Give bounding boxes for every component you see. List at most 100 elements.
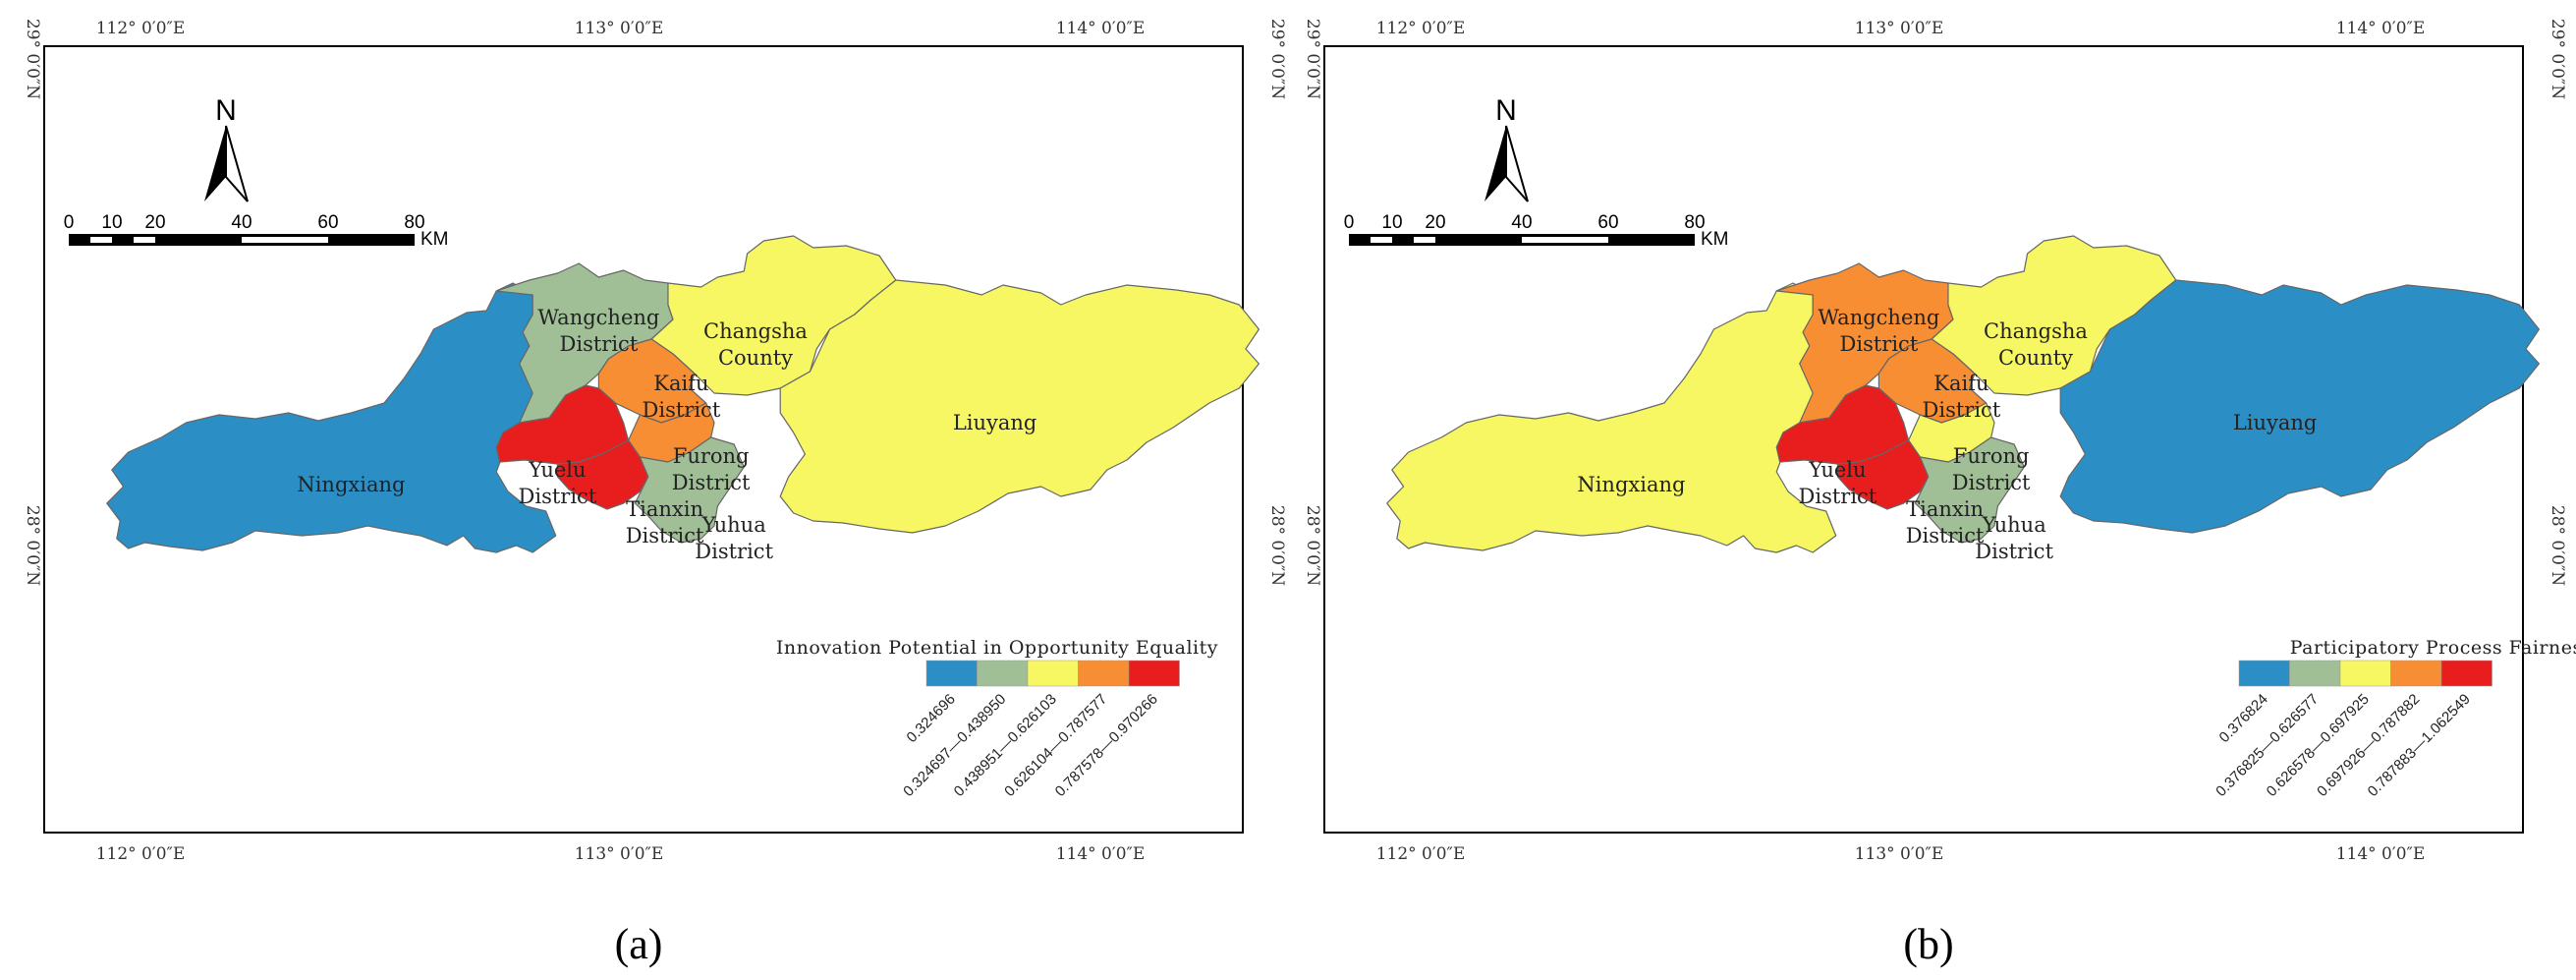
district-label-kaifu: Kaifu bbox=[653, 372, 708, 395]
longitude-label-top: 114° 0′0″E bbox=[1056, 19, 1146, 38]
legend-swatch bbox=[1027, 660, 1079, 687]
district-layer bbox=[1387, 236, 2540, 552]
district-liuyang bbox=[2060, 280, 2539, 533]
map-frame bbox=[43, 45, 1244, 834]
legend: Participatory Process Fairness0.3768240.… bbox=[2212, 637, 2576, 800]
scale-tick-label: 60 bbox=[1597, 212, 1618, 233]
district-label-changsha: Changsha bbox=[1984, 319, 2088, 343]
district-label-yuhua: District bbox=[1975, 540, 2053, 563]
district-label-kaifu: Kaifu bbox=[1933, 372, 1988, 395]
north-arrow-left bbox=[1484, 126, 1506, 202]
district-label-wangcheng: District bbox=[1840, 332, 1919, 356]
district-label-furong: Furong bbox=[1953, 444, 2030, 468]
latitude-label-right: 29° 0′0″N bbox=[2548, 19, 2567, 99]
legend-title: Innovation Potential in Opportunity Equa… bbox=[776, 637, 1218, 659]
district-label-yuhua: District bbox=[695, 540, 773, 563]
scale-tick-label: 10 bbox=[1381, 212, 1402, 233]
north-arrow-right bbox=[1505, 125, 1529, 202]
district-label-wangcheng: District bbox=[560, 332, 639, 356]
legend-swatch bbox=[2390, 660, 2442, 687]
longitude-label-top: 112° 0′0″E bbox=[1376, 19, 1466, 38]
map-panel-b: 112° 0′0″E 112° 0′0″E 113° 0′0″E 113° 0′0″E… bbox=[1303, 19, 2576, 968]
scale-segment bbox=[1414, 237, 1435, 243]
district-label-tianxin: District bbox=[1906, 524, 1985, 548]
latitude-label-left: 29° 0′0″N bbox=[1303, 19, 1322, 99]
north-arrow-right bbox=[225, 125, 249, 202]
district-label-tianxin: Tianxin bbox=[1906, 497, 1984, 521]
longitude-label-top: 112° 0′0″E bbox=[96, 19, 186, 38]
district-label-yuelu: Yuelu bbox=[528, 458, 586, 482]
north-label: N bbox=[1495, 94, 1517, 127]
district-label-liuyang: Liuyang bbox=[2233, 411, 2318, 434]
district-ningxiang bbox=[107, 283, 566, 552]
map-panel-a: 112° 0′0″E 112° 0′0″E 113° 0′0″E 113° 0′0″E… bbox=[23, 19, 1287, 968]
north-arrow-icon: N bbox=[204, 94, 249, 202]
scale-tick-label: 10 bbox=[101, 212, 122, 233]
north-arrow-icon: N bbox=[1484, 94, 1529, 202]
legend-swatch bbox=[2289, 660, 2341, 687]
district-yuhua bbox=[635, 437, 744, 543]
scale-tick-label: 20 bbox=[144, 212, 165, 233]
district-label-furong: District bbox=[1952, 471, 2031, 494]
legend-class-label: 0.787883—1.062549 bbox=[2365, 691, 2474, 800]
longitude-label-bottom: 112° 0′0″E bbox=[96, 844, 186, 864]
district-label-tianxin: Tianxin bbox=[626, 497, 703, 521]
scale-unit: KM bbox=[1701, 229, 1729, 250]
district-label-wangcheng: Wangcheng bbox=[537, 306, 659, 329]
district-label-ningxiang: Ningxiang bbox=[1577, 473, 1685, 496]
longitude-label-bottom: 114° 0′0″E bbox=[2336, 844, 2426, 864]
scale-tick-label: 40 bbox=[231, 212, 252, 233]
legend-swatch bbox=[977, 660, 1029, 687]
legend-swatch bbox=[1078, 660, 1130, 687]
longitude-label-bottom: 113° 0′0″E bbox=[1855, 844, 1944, 864]
district-yuhua bbox=[1915, 437, 2024, 543]
legend-swatch bbox=[2440, 660, 2492, 687]
district-label-changsha: Changsha bbox=[703, 319, 808, 343]
scale-tick-label: 20 bbox=[1425, 212, 1445, 233]
district-label-tianxin: District bbox=[626, 524, 704, 548]
district-label-yuhua: Yuhua bbox=[701, 513, 766, 537]
district-label-yuelu: Yuelu bbox=[1808, 458, 1866, 482]
district-label-yuelu: District bbox=[519, 485, 597, 508]
longitude-label-bottom: 113° 0′0″E bbox=[575, 844, 664, 864]
latitude-label-left: 28° 0′0″N bbox=[23, 505, 42, 586]
scale-tick-label: 80 bbox=[404, 212, 424, 233]
scale-segment bbox=[90, 237, 112, 243]
north-label: N bbox=[215, 94, 237, 127]
latitude-label-right: 28° 0′0″N bbox=[1267, 505, 1287, 586]
district-layer bbox=[107, 236, 1260, 552]
scale-segment bbox=[1371, 237, 1392, 243]
scale-segment bbox=[134, 237, 155, 243]
district-label-furong: District bbox=[672, 471, 751, 494]
latitude-label-right: 29° 0′0″N bbox=[1267, 19, 1287, 99]
district-tianxin bbox=[1837, 440, 1928, 509]
district-label-yuelu: District bbox=[1799, 485, 1877, 508]
scale-tick-label: 0 bbox=[64, 212, 75, 233]
district-label-yuhua: Yuhua bbox=[1982, 513, 2046, 537]
latitude-label-right: 28° 0′0″N bbox=[2548, 505, 2567, 586]
district-label-kaifu: District bbox=[643, 398, 721, 422]
latitude-label-left: 29° 0′0″N bbox=[23, 19, 42, 99]
scale-segment bbox=[1522, 237, 1608, 243]
longitude-label-bottom: 112° 0′0″E bbox=[1376, 844, 1466, 864]
legend-swatch bbox=[925, 660, 978, 687]
longitude-label-bottom: 114° 0′0″E bbox=[1056, 844, 1146, 864]
district-label-changsha: County bbox=[718, 346, 793, 370]
scale-unit: KM bbox=[420, 229, 449, 250]
legend-swatch bbox=[2339, 660, 2391, 687]
district-label-liuyang: Liuyang bbox=[953, 411, 1037, 434]
longitude-label-top: 113° 0′0″E bbox=[575, 19, 664, 38]
district-tianxin bbox=[557, 440, 647, 509]
scale-tick-label: 40 bbox=[1511, 212, 1532, 233]
map-frame bbox=[1323, 45, 2524, 834]
legend-swatch bbox=[1128, 660, 1180, 687]
legend-swatch bbox=[2238, 660, 2290, 687]
legend: Innovation Potential in Opportunity Equa… bbox=[776, 637, 1218, 800]
scale-segment bbox=[242, 237, 328, 243]
panel-caption: (a) bbox=[615, 920, 663, 968]
legend-title: Participatory Process Fairness bbox=[2290, 637, 2576, 659]
panel-caption: (b) bbox=[1903, 920, 1953, 968]
scale-tick-label: 80 bbox=[1684, 212, 1705, 233]
